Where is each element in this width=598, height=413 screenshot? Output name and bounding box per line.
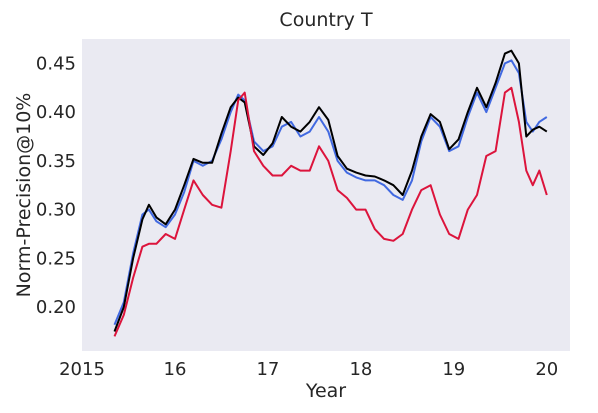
x-tick-label: 16 (164, 359, 187, 380)
y-tick-label: 0.25 (36, 248, 76, 269)
y-tick-label: 0.40 (36, 102, 76, 123)
plot-area (82, 39, 570, 351)
y-tick-labels: 0.20 0.25 0.30 0.35 0.40 0.45 (36, 53, 76, 318)
y-tick-label: 0.30 (36, 200, 76, 221)
series-line-1 (113, 59, 548, 326)
x-axis-label: Year (305, 380, 346, 402)
series-line-2 (113, 49, 548, 332)
chart-title: Country T (279, 9, 373, 31)
y-tick-label: 0.20 (36, 297, 76, 318)
x-tick-label: 20 (535, 359, 558, 380)
x-tick-label: 2015 (59, 359, 105, 380)
y-tick-label: 0.45 (36, 53, 76, 74)
series-line-3 (113, 86, 548, 337)
series-layer (113, 49, 548, 337)
x-tick-label: 18 (349, 359, 372, 380)
y-tick-label: 0.35 (36, 151, 76, 172)
x-tick-label: 17 (256, 359, 279, 380)
x-tick-labels: 2015 16 17 18 19 20 (59, 359, 558, 380)
x-tick-label: 19 (442, 359, 465, 380)
y-axis-label: Norm-Precision@10% (13, 93, 35, 298)
